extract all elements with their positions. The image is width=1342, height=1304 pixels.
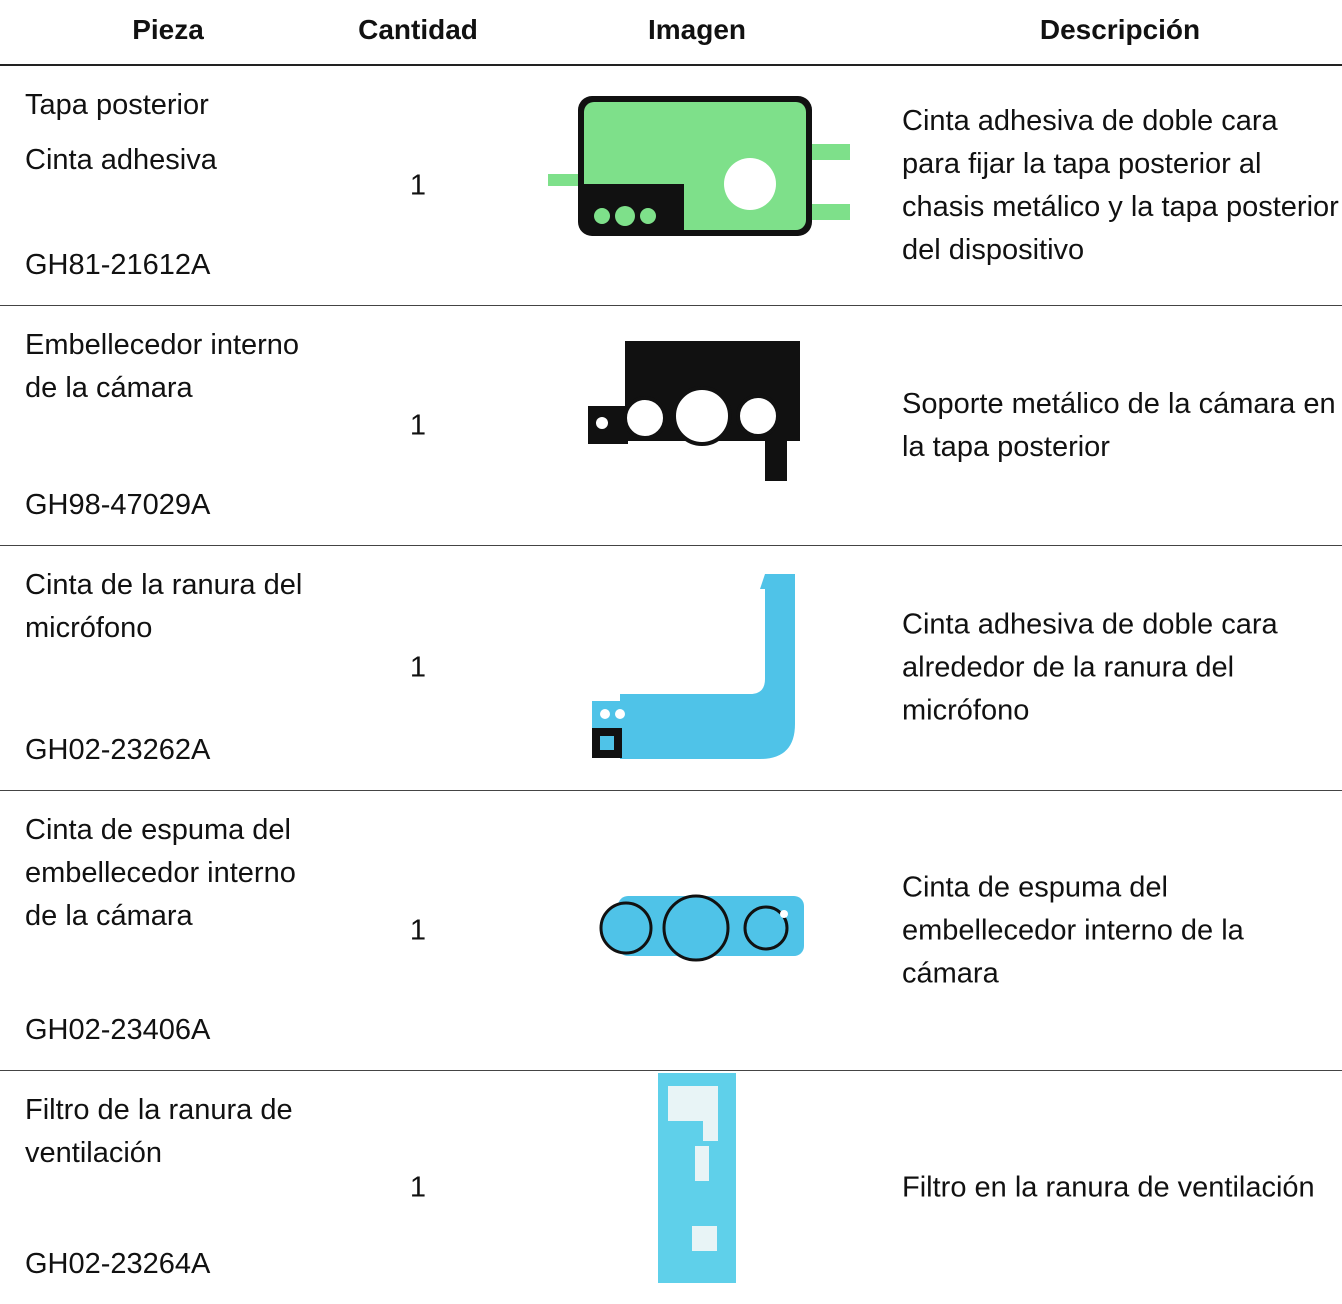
- part-name-line: Cinta adhesiva: [25, 144, 217, 176]
- part-name: Cinta de la ranura del micrófono: [25, 564, 325, 650]
- table-row: Filtro de la ranura de ventilación GH02-…: [0, 1071, 1342, 1304]
- quantity: 1: [409, 169, 427, 201]
- part-name: Cinta de espuma del embellecedor interno…: [25, 809, 325, 938]
- description: Cinta adhesiva de doble cara para fijar …: [902, 104, 1339, 266]
- table-row: Cinta de la ranura del micrófono GH02-23…: [0, 546, 1342, 791]
- part-image: [599, 894, 804, 962]
- part-name-line: Tapa posterior: [25, 89, 209, 121]
- description: Soporte metálico de la cámara en la tapa…: [902, 387, 1336, 463]
- table-header: Pieza Cantidad Imagen Descripción: [0, 0, 1342, 66]
- part-name: Embellecedor interno de la cámara: [25, 324, 325, 410]
- quantity: 1: [409, 409, 427, 441]
- part-code: GH81-21612A: [25, 249, 211, 281]
- part-name-line: Embellecedor interno de la cámara: [25, 329, 300, 404]
- part-image: [548, 96, 850, 236]
- description: Cinta adhesiva de doble cara alrededor d…: [902, 608, 1278, 727]
- part-image: [658, 1073, 736, 1283]
- table-row: Embellecedor interno de la cámara GH98-4…: [0, 306, 1342, 546]
- table-row: Cinta de espuma del embellecedor interno…: [0, 791, 1342, 1071]
- header-cell: Imagen: [647, 14, 747, 45]
- description: Cinta de espuma del embellecedor interno…: [902, 871, 1244, 989]
- part-name-line: Cinta de la ranura del micrófono: [25, 569, 303, 644]
- part-code: GH02-23406A: [25, 1014, 211, 1046]
- part-image: [588, 341, 800, 481]
- part-name: Tapa posterior Cinta adhesiva: [25, 84, 325, 182]
- quantity: 1: [409, 1171, 427, 1203]
- part-name: Filtro de la ranura de ventilación: [25, 1089, 325, 1175]
- part-code: GH02-23264A: [25, 1248, 211, 1280]
- header-cell: Descripción: [1039, 14, 1201, 45]
- part-name-line: Filtro de la ranura de ventilación: [25, 1094, 293, 1169]
- part-code: GH02-23262A: [25, 734, 211, 766]
- table-row: Tapa posterior Cinta adhesiva GH81-21612…: [0, 66, 1342, 306]
- part-code: GH98-47029A: [25, 489, 211, 521]
- quantity: 1: [409, 914, 427, 946]
- part-name-line: Cinta de espuma del embellecedor interno…: [25, 814, 296, 932]
- description: Filtro en la ranura de ventilación: [902, 1171, 1315, 1203]
- header-cell: Pieza: [132, 14, 204, 45]
- quantity: 1: [409, 651, 427, 684]
- header-cell: Cantidad: [358, 14, 478, 45]
- part-image: [592, 574, 795, 759]
